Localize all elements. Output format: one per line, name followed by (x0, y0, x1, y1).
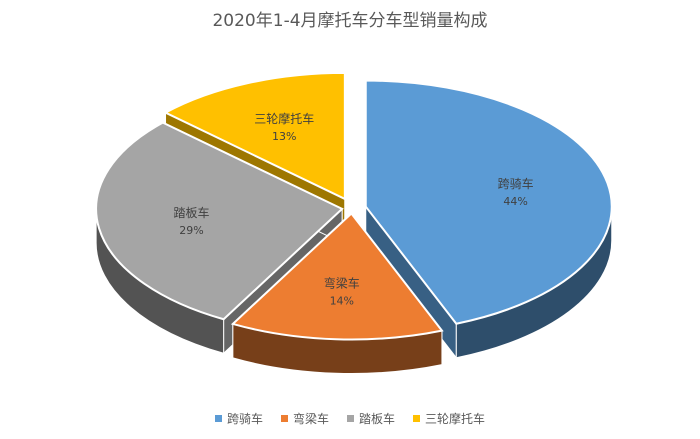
legend-swatch (214, 415, 222, 422)
legend-item: 跨骑车 (214, 410, 263, 427)
slice-category-label: 三轮摩托车 (254, 111, 314, 126)
chart-legend: 跨骑车 弯梁车 踏板车 三轮摩托车 (0, 410, 700, 427)
slice-category-label: 弯梁车 (324, 275, 360, 290)
pie-slice-top (364, 79, 613, 325)
legend-item: 弯梁车 (280, 410, 329, 427)
slice-category-label: 跨骑车 (498, 176, 534, 191)
pie-slice-0 (364, 79, 613, 360)
legend-swatch (280, 415, 288, 422)
legend-label: 踏板车 (359, 412, 396, 426)
legend-item: 三轮摩托车 (413, 410, 485, 427)
pie-slice-top (95, 121, 344, 321)
legend-label: 三轮摩托车 (425, 412, 486, 426)
legend-label: 跨骑车 (226, 412, 263, 426)
legend-label: 弯梁车 (292, 412, 329, 426)
slice-category-label: 踏板车 (173, 205, 209, 220)
pie-slice-1 (230, 212, 444, 374)
chart-title: 2020年1-4月摩托车分车型销量构成 (212, 11, 488, 31)
pie-slice-top (230, 212, 444, 341)
legend-swatch (347, 415, 354, 422)
slice-percent-label: 29% (179, 224, 203, 237)
slice-percent-label: 44% (503, 195, 527, 208)
slice-percent-label: 13% (272, 130, 296, 143)
pie-slice-top (163, 71, 346, 201)
slice-percent-label: 14% (330, 294, 354, 307)
legend-item: 踏板车 (347, 410, 395, 427)
legend-swatch (413, 415, 421, 422)
